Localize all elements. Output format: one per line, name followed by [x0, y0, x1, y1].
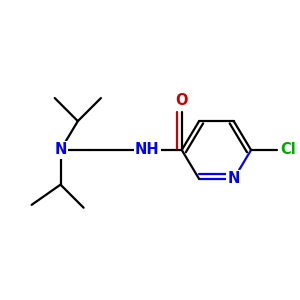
Text: N: N [227, 171, 240, 186]
Text: NH: NH [135, 142, 159, 158]
Text: Cl: Cl [280, 142, 296, 158]
Text: N: N [54, 142, 67, 158]
Text: O: O [176, 93, 188, 108]
